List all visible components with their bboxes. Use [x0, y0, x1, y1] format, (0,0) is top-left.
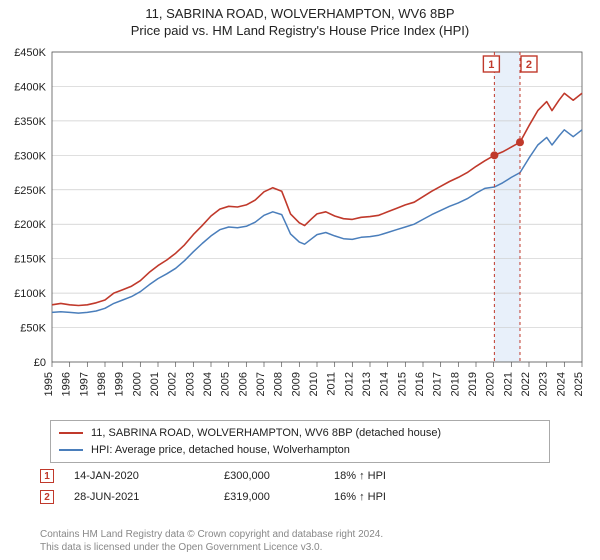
- svg-text:£50K: £50K: [20, 323, 46, 335]
- legend-swatch: [59, 432, 83, 434]
- legend: 11, SABRINA ROAD, WOLVERHAMPTON, WV6 8BP…: [50, 420, 550, 463]
- svg-text:2009: 2009: [290, 372, 302, 396]
- credit-line: This data is licensed under the Open Gov…: [40, 541, 383, 554]
- svg-text:1999: 1999: [114, 372, 126, 396]
- svg-text:2: 2: [526, 59, 532, 71]
- svg-text:£150K: £150K: [14, 254, 46, 266]
- svg-text:2012: 2012: [343, 372, 355, 396]
- svg-text:2020: 2020: [485, 372, 497, 396]
- svg-text:1996: 1996: [61, 372, 73, 396]
- transaction-marker-box: 2: [40, 490, 54, 504]
- transaction-price: £319,000: [224, 487, 314, 508]
- svg-text:2001: 2001: [149, 372, 161, 396]
- transaction-hpi: 16% ↑ HPI: [334, 487, 444, 508]
- title-address: 11, SABRINA ROAD, WOLVERHAMPTON, WV6 8BP: [0, 6, 600, 21]
- svg-text:£0: £0: [34, 357, 46, 369]
- svg-text:2000: 2000: [131, 372, 143, 396]
- transactions-list: 1 14-JAN-2020 £300,000 18% ↑ HPI 2 28-JU…: [40, 466, 444, 508]
- transaction-price: £300,000: [224, 466, 314, 487]
- svg-text:£100K: £100K: [14, 288, 46, 300]
- svg-text:2023: 2023: [538, 372, 550, 396]
- svg-text:2021: 2021: [502, 372, 514, 396]
- svg-text:2013: 2013: [361, 372, 373, 396]
- svg-text:2005: 2005: [220, 372, 232, 396]
- svg-text:1995: 1995: [43, 372, 55, 396]
- svg-text:2015: 2015: [396, 372, 408, 396]
- svg-text:2003: 2003: [184, 372, 196, 396]
- transaction-date: 14-JAN-2020: [74, 466, 204, 487]
- chart-titles: 11, SABRINA ROAD, WOLVERHAMPTON, WV6 8BP…: [0, 0, 600, 38]
- svg-text:1997: 1997: [78, 372, 90, 396]
- legend-label: HPI: Average price, detached house, Wolv…: [91, 442, 350, 459]
- svg-text:2017: 2017: [432, 372, 444, 396]
- svg-text:2016: 2016: [414, 372, 426, 396]
- credit-line: Contains HM Land Registry data © Crown c…: [40, 528, 383, 541]
- svg-text:2004: 2004: [202, 372, 214, 396]
- svg-text:1: 1: [488, 59, 494, 71]
- svg-text:2006: 2006: [237, 372, 249, 396]
- svg-text:2019: 2019: [467, 372, 479, 396]
- svg-text:2007: 2007: [255, 372, 267, 396]
- legend-label: 11, SABRINA ROAD, WOLVERHAMPTON, WV6 8BP…: [91, 425, 441, 442]
- svg-text:£250K: £250K: [14, 185, 46, 197]
- svg-text:£400K: £400K: [14, 81, 46, 93]
- svg-text:2025: 2025: [573, 372, 585, 396]
- svg-text:£300K: £300K: [14, 150, 46, 162]
- svg-text:2014: 2014: [379, 372, 391, 396]
- svg-text:2010: 2010: [308, 372, 320, 396]
- title-subtitle: Price paid vs. HM Land Registry's House …: [0, 23, 600, 38]
- transaction-hpi: 18% ↑ HPI: [334, 466, 444, 487]
- svg-text:£450K: £450K: [14, 47, 46, 59]
- legend-swatch: [59, 449, 83, 451]
- svg-text:2002: 2002: [167, 372, 179, 396]
- price-chart-svg: £0 £50K £100K £150K £200K £250K £300K £350K £400…: [8, 44, 592, 414]
- data-credit: Contains HM Land Registry data © Crown c…: [40, 528, 383, 554]
- svg-text:2022: 2022: [520, 372, 532, 396]
- transaction-row: 1 14-JAN-2020 £300,000 18% ↑ HPI: [40, 466, 444, 487]
- legend-row: 11, SABRINA ROAD, WOLVERHAMPTON, WV6 8BP…: [59, 425, 541, 442]
- svg-text:£200K: £200K: [14, 219, 46, 231]
- svg-text:1998: 1998: [96, 372, 108, 396]
- svg-text:2018: 2018: [449, 372, 461, 396]
- transaction-date: 28-JUN-2021: [74, 487, 204, 508]
- chart-area: £0 £50K £100K £150K £200K £250K £300K £350K £400…: [8, 44, 592, 414]
- transaction-row: 2 28-JUN-2021 £319,000 16% ↑ HPI: [40, 487, 444, 508]
- transaction-marker-box: 1: [40, 469, 54, 483]
- svg-text:2011: 2011: [326, 372, 338, 396]
- svg-text:2024: 2024: [555, 372, 567, 396]
- legend-row: HPI: Average price, detached house, Wolv…: [59, 442, 541, 459]
- svg-text:2008: 2008: [273, 372, 285, 396]
- svg-text:£350K: £350K: [14, 116, 46, 128]
